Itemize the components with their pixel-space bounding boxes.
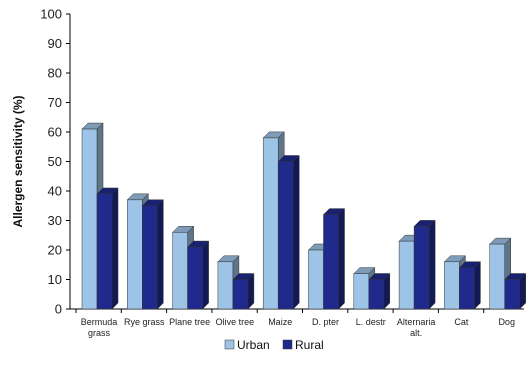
bar-front-face [444, 261, 460, 310]
bar-front-face [368, 279, 385, 310]
bar-rural [413, 219, 436, 310]
legend-label-rural: Rural [295, 338, 324, 352]
y-tick-label: 0 [55, 302, 62, 317]
x-tick-label: D. pter [312, 317, 339, 327]
y-axis-title: Allergen sensitivity (%) [11, 95, 25, 227]
x-tick-label-line: Bermuda [81, 317, 118, 327]
bar-front-face [142, 205, 158, 310]
bar-side-face [202, 240, 209, 310]
bar-front-face [187, 246, 203, 310]
x-tick-label: Maize [268, 317, 292, 327]
x-tick-label: Alternaria alt. [397, 317, 436, 338]
legend-swatch-rural [282, 339, 293, 350]
x-tick-label-line: D. pter [312, 317, 339, 327]
x-tick-label: Bermuda grass [81, 317, 118, 338]
x-tick-label: Cat [454, 317, 469, 327]
y-tick-label: 20 [48, 243, 62, 258]
bar-rural [96, 187, 119, 310]
bar-front-face [277, 161, 294, 310]
x-tick-label: Dog [498, 317, 515, 327]
bar-side-face [157, 199, 164, 310]
legend-swatch-urban [224, 339, 235, 350]
bar-front-face [323, 214, 339, 310]
bar-side-face [474, 261, 481, 310]
bar-rural [277, 154, 300, 310]
bar-front-face [353, 273, 370, 310]
bar-front-face [172, 232, 188, 310]
x-tick-label-line: Dog [498, 317, 515, 327]
bar-front-face [459, 267, 475, 310]
y-tick-label: 70 [48, 95, 62, 110]
bar-rural [458, 261, 482, 310]
bar-rural [141, 199, 164, 310]
x-tick-label: L. destr [356, 317, 386, 327]
y-tick-label: 40 [48, 184, 62, 199]
x-tick-label-line: L. destr [356, 317, 386, 327]
y-tick-label: 80 [48, 66, 62, 81]
bar-front-face [308, 249, 324, 310]
bar-front-face [81, 128, 98, 310]
bar-side-face [292, 154, 300, 310]
y-tick-label: 60 [48, 125, 62, 140]
bar-rural [232, 272, 255, 310]
x-tick-label-line: alt. [410, 328, 422, 338]
x-tick-label-line: Cat [454, 317, 469, 327]
x-tick-label: Olive tree [216, 317, 255, 327]
bar-front-face [398, 240, 415, 310]
bar-front-face [504, 279, 520, 310]
y-tick-label: 10 [48, 272, 62, 287]
y-tick-label: 90 [48, 36, 62, 51]
bar-front-face [413, 226, 430, 310]
x-tick-label: Rye grass [124, 317, 165, 327]
bar-rural [186, 240, 210, 310]
axes: 0 10 20 30 40 50 60 70 80 90 100 [40, 7, 524, 317]
bar-side-face [111, 187, 119, 310]
x-tick-label-line: grass [88, 328, 111, 338]
bar-front-face [96, 193, 113, 310]
x-tick-label-line: Plane tree [169, 317, 210, 327]
bar-front-face [232, 279, 249, 310]
bar-side-face [428, 219, 436, 310]
bar-front-face [262, 137, 279, 310]
x-tick-label-line: Alternaria [397, 317, 436, 327]
bar-side-face [338, 207, 345, 310]
bar-front-face [489, 243, 505, 310]
legend: Urban Rural [224, 338, 324, 352]
x-tick-label-line: Olive tree [216, 317, 255, 327]
y-tick-label: 30 [48, 213, 62, 228]
category-labels: Bermuda grass Rye grass Plane tree Olive tre… [81, 317, 515, 338]
x-tick-label: Plane tree [169, 317, 210, 327]
bar-rural [322, 207, 346, 310]
x-tick-label-line: Rye grass [124, 317, 165, 327]
bar-front-face [217, 261, 234, 310]
x-tick-label-line: Maize [268, 317, 292, 327]
y-tick-label: 50 [48, 154, 62, 169]
y-tick-label: 100 [40, 7, 62, 22]
bar-front-face [127, 199, 143, 310]
bar-rural [504, 272, 527, 310]
legend-label-urban: Urban [237, 338, 270, 352]
bars [81, 122, 527, 310]
bar-rural [368, 272, 391, 310]
